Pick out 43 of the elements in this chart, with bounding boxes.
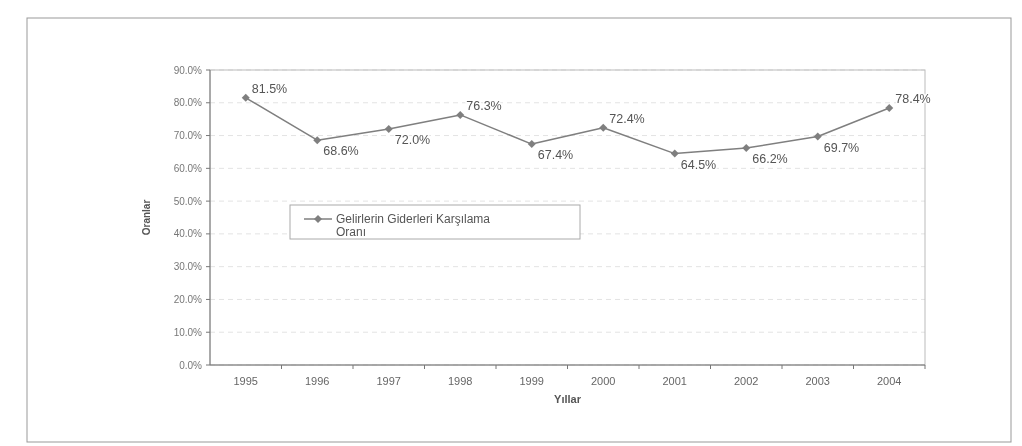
- point: [527, 140, 536, 149]
- x-axis-title: Yıllar: [554, 393, 582, 405]
- point: [599, 123, 608, 132]
- point: [384, 125, 393, 133]
- point: [313, 136, 322, 145]
- data-label: 66.2%: [752, 152, 788, 167]
- data-label: 69.7%: [823, 140, 860, 155]
- point: [670, 149, 679, 158]
- x-tick-label: 1997: [376, 375, 401, 387]
- x-tick-label: 2000: [591, 375, 616, 387]
- data-label: 81.5%: [251, 81, 288, 96]
- x-tick-label: 1999: [519, 375, 544, 387]
- point: [813, 132, 822, 141]
- point: [241, 93, 250, 102]
- x-tick-label: 2003: [805, 375, 830, 387]
- x-tick-label: 2004: [877, 375, 902, 387]
- data-label: 68.6%: [323, 144, 359, 159]
- point: [456, 110, 465, 119]
- data-label: 78.4%: [895, 92, 931, 107]
- y-tick-label: 70.0%: [173, 130, 203, 142]
- y-tick-label: 50.0%: [173, 195, 203, 207]
- x-tick-label: 1998: [448, 375, 473, 387]
- point: [742, 144, 751, 153]
- y-tick-label: 40.0%: [173, 228, 203, 240]
- point: [885, 104, 894, 113]
- y-tick-label: 80.0%: [173, 97, 203, 109]
- y-tick-label: 20.0%: [173, 293, 203, 305]
- x-tick-label: 1995: [233, 375, 258, 387]
- data-label: 64.5%: [680, 157, 717, 172]
- data-label: 67.4%: [537, 148, 574, 163]
- data-label: 76.3%: [466, 98, 502, 113]
- x-tick-label: 1996: [305, 375, 330, 387]
- y-tick-label: 10.0%: [173, 326, 203, 338]
- y-tick-label: 30.0%: [173, 261, 203, 273]
- y-tick-label: 90.0%: [173, 64, 203, 76]
- x-tick-label: 2001: [662, 375, 687, 387]
- data-label: 72.4%: [609, 111, 645, 126]
- y-tick-label: 0.0%: [179, 359, 203, 371]
- y-tick-label: 60.0%: [173, 162, 203, 174]
- y-axis-title: Oranlar: [141, 199, 152, 236]
- data-label: 72.0%: [394, 133, 431, 147]
- x-tick-label: 2002: [734, 375, 759, 387]
- legend-label: Gelirlerin Giderleri Karşılama Oranı: [336, 212, 491, 239]
